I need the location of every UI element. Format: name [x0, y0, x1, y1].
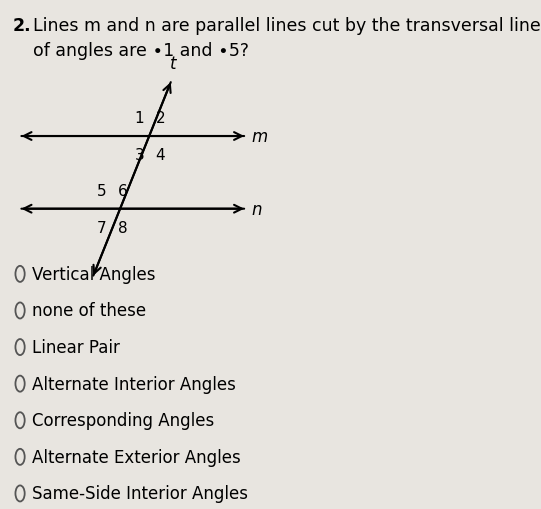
Text: Alternate Interior Angles: Alternate Interior Angles [32, 375, 236, 393]
Text: 2: 2 [156, 111, 165, 126]
Text: Vertical Angles: Vertical Angles [32, 265, 155, 284]
Text: Alternate Exterior Angles: Alternate Exterior Angles [32, 448, 241, 466]
Text: 5: 5 [97, 183, 107, 199]
Text: 6: 6 [118, 183, 128, 199]
Text: Corresponding Angles: Corresponding Angles [32, 411, 214, 430]
Text: Same-Side Interior Angles: Same-Side Interior Angles [32, 485, 248, 502]
Text: none of these: none of these [32, 302, 146, 320]
Text: 2.: 2. [13, 17, 31, 35]
Text: 4: 4 [156, 148, 165, 163]
Text: of angles are ∙1 and ∙5?: of angles are ∙1 and ∙5? [33, 42, 249, 60]
Text: 3: 3 [135, 148, 144, 163]
Text: 7: 7 [97, 220, 107, 235]
Text: 8: 8 [118, 220, 128, 235]
Text: Lines m and n are parallel lines cut by the transversal line t. What type: Lines m and n are parallel lines cut by … [33, 17, 541, 35]
Text: n: n [251, 201, 262, 218]
Text: 1: 1 [135, 111, 144, 126]
Text: t: t [170, 55, 176, 73]
Text: m: m [251, 128, 267, 146]
Text: Linear Pair: Linear Pair [32, 338, 120, 356]
